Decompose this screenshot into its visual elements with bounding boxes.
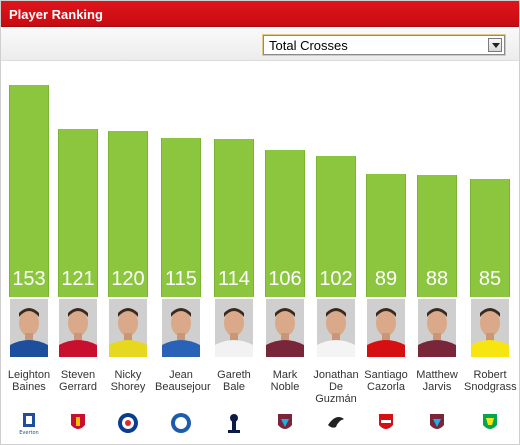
ranking-bar[interactable]: 88 bbox=[417, 175, 457, 297]
ranking-bar[interactable]: 106 bbox=[265, 150, 305, 297]
ranking-bar[interactable]: 114 bbox=[214, 139, 254, 297]
ranking-bar[interactable]: 121 bbox=[58, 129, 98, 297]
player-photo[interactable] bbox=[162, 299, 200, 357]
ranking-bar[interactable]: 85 bbox=[470, 179, 510, 297]
norwich-badge-icon[interactable] bbox=[478, 411, 502, 435]
player-photo[interactable] bbox=[109, 299, 147, 357]
toolbar: Total Crosses bbox=[1, 28, 519, 61]
player-name[interactable]: Nicky Shorey bbox=[110, 369, 146, 393]
player-photo[interactable] bbox=[418, 299, 456, 357]
player-photo[interactable] bbox=[367, 299, 405, 357]
bar-value-label: 88 bbox=[425, 268, 449, 290]
widget-title: Player Ranking bbox=[9, 7, 103, 22]
chevron-down-icon[interactable] bbox=[488, 38, 502, 52]
arsenal-badge-icon[interactable] bbox=[374, 411, 398, 435]
reading-badge-icon[interactable] bbox=[116, 411, 140, 435]
bar-value-label: 153 bbox=[12, 268, 46, 290]
player-name[interactable]: Steven Gerrard bbox=[59, 369, 97, 393]
ranking-bar[interactable]: 115 bbox=[161, 138, 201, 297]
west-ham-badge-icon[interactable] bbox=[425, 411, 449, 435]
bar-value-label: 106 bbox=[268, 268, 302, 290]
player-photo[interactable] bbox=[59, 299, 97, 357]
everton-badge-icon[interactable]: Everton bbox=[17, 411, 41, 436]
liverpool-badge-icon[interactable] bbox=[66, 411, 90, 435]
stat-select[interactable]: Total Crosses bbox=[263, 35, 505, 55]
ranking-bar[interactable]: 153 bbox=[9, 85, 49, 297]
bar-value-label: 120 bbox=[111, 268, 145, 290]
bar-value-label: 102 bbox=[319, 268, 353, 290]
west-ham-badge-icon[interactable] bbox=[273, 411, 297, 435]
tottenham-badge-icon[interactable] bbox=[222, 411, 246, 435]
player-name[interactable]: Leighton Baines bbox=[7, 369, 51, 393]
ranking-bar[interactable]: 89 bbox=[366, 174, 406, 297]
player-name[interactable]: Jean Beausejour bbox=[155, 369, 211, 393]
player-name[interactable]: Jonathan De Guzmán bbox=[313, 369, 359, 405]
ranking-bar[interactable]: 102 bbox=[316, 156, 356, 297]
svg-text:Everton: Everton bbox=[19, 430, 38, 435]
bar-value-label: 121 bbox=[61, 268, 95, 290]
bar-value-label: 114 bbox=[218, 268, 250, 290]
player-photo[interactable] bbox=[266, 299, 304, 357]
stat-select-value: Total Crosses bbox=[269, 38, 348, 53]
ranking-bar[interactable]: 120 bbox=[108, 131, 148, 297]
widget-header: Player Ranking bbox=[1, 1, 519, 27]
player-photo[interactable] bbox=[215, 299, 253, 357]
wigan-badge-icon[interactable] bbox=[169, 411, 193, 435]
player-name[interactable]: Mark Noble bbox=[270, 369, 300, 393]
player-photo[interactable] bbox=[471, 299, 509, 357]
bar-value-label: 85 bbox=[478, 268, 502, 290]
player-photo[interactable] bbox=[10, 299, 48, 357]
ranking-bar-chart: 153 121 120 115 114 106 102 89 88 85 bbox=[1, 61, 519, 297]
player-name[interactable]: Robert Snodgrass bbox=[464, 369, 517, 393]
bar-value-label: 115 bbox=[165, 268, 197, 290]
swansea-badge-icon[interactable] bbox=[324, 411, 348, 435]
bar-value-label: 89 bbox=[374, 268, 398, 290]
player-name[interactable]: Matthew Jarvis bbox=[416, 369, 458, 393]
player-name[interactable]: Gareth Bale bbox=[217, 369, 251, 393]
player-name[interactable]: Santiago Cazorla bbox=[364, 369, 408, 393]
player-photo[interactable] bbox=[317, 299, 355, 357]
